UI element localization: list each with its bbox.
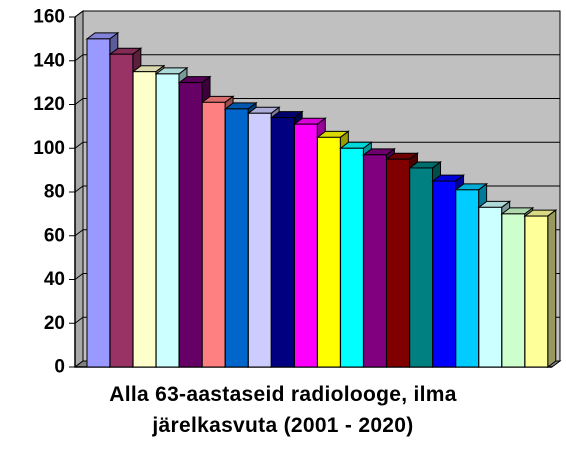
bar-front: [201, 101, 226, 368]
y-tick-label: 140: [33, 50, 65, 71]
bar-front: [501, 213, 526, 368]
bar-front: [224, 108, 249, 368]
gridline: [74, 141, 560, 149]
bar-front: [478, 206, 503, 368]
bar-front: [293, 123, 318, 368]
y-tick-label: 120: [33, 94, 65, 115]
y-tick-label: 160: [33, 7, 65, 28]
y-tick-label: 20: [44, 313, 65, 334]
bar-front: [340, 147, 364, 368]
gridline: [74, 10, 560, 18]
bar-front: [155, 73, 180, 368]
gridline: [74, 54, 560, 62]
bar-front: [455, 189, 480, 368]
y-tick-label: 0: [54, 357, 65, 378]
bar: [523, 209, 558, 368]
y-tick-label: 40: [44, 269, 65, 290]
bar-front: [247, 112, 272, 368]
bar-front: [270, 117, 295, 368]
x-axis-label-line-2: järelkasvuta (2001 - 2020): [152, 414, 414, 437]
bar-front: [524, 215, 549, 368]
gridline: [74, 98, 560, 105]
bar-front: [409, 167, 434, 368]
x-axis-label-line-1: Alla 63-aastaseid radiolooge, ilma: [109, 383, 457, 406]
y-tick-label: 80: [44, 182, 65, 203]
bar-front: [363, 154, 387, 368]
bar-side: [547, 209, 557, 368]
y-tick-label: 100: [33, 138, 65, 159]
y-tick-label: 60: [44, 225, 65, 246]
bar-front: [132, 71, 157, 368]
bar-front: [386, 158, 410, 368]
bar-front: [86, 38, 111, 368]
bar-front: [178, 82, 203, 368]
bar-front: [109, 53, 134, 368]
bar-front: [432, 180, 457, 368]
bar-front: [317, 136, 341, 368]
